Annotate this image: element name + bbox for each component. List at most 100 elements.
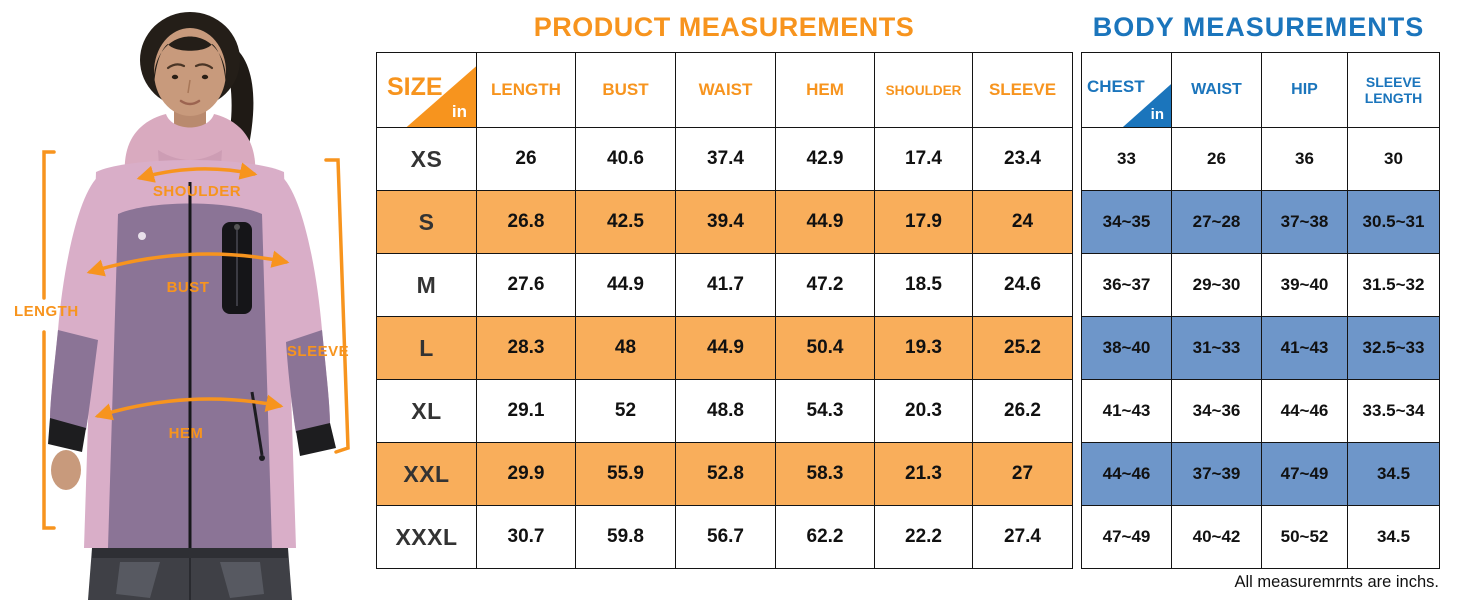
value-cell: 30.7 — [476, 505, 576, 569]
value-cell: 44.9 — [775, 190, 875, 254]
value-cell: 22.2 — [874, 505, 973, 569]
table-row: XL 29.1 52 48.8 54.3 20.3 26.2 — [376, 379, 1073, 443]
hem-arrow — [94, 394, 284, 421]
unit-label: in — [1150, 106, 1164, 123]
column-header: SLEEVE — [972, 52, 1073, 128]
jacket-illustration: SHOULDER BUST LENGTH SLEEVE HEM — [14, 12, 350, 600]
sleeve-line — [324, 158, 350, 454]
value-cell: 50~52 — [1261, 505, 1348, 569]
value-cell: 38~40 — [1081, 316, 1172, 380]
value-cell: 29.1 — [476, 379, 576, 443]
header-row: CHEST in WAIST HIP SLEEVE LENGTH — [1081, 52, 1440, 128]
table-row: 33 26 36 30 — [1081, 127, 1440, 191]
value-cell: 44.9 — [675, 316, 776, 380]
value-cell: 26.8 — [476, 190, 576, 254]
size-cell: L — [376, 316, 477, 380]
column-header: SHOULDER — [874, 52, 973, 128]
table-row: 36~37 29~30 39~40 31.5~32 — [1081, 253, 1440, 317]
footer-note: All measuremrnts are inchs. — [1234, 573, 1440, 591]
size-header: SIZE — [387, 73, 443, 101]
product-measurements-table: SIZE in LENGTH BUST WAIST HEM SHOULDER SLEEVE… — [376, 52, 1073, 569]
value-cell: 27.4 — [972, 505, 1073, 569]
table-row: XS 26 40.6 37.4 42.9 17.4 23.4 — [376, 127, 1073, 191]
value-cell: 20.3 — [874, 379, 973, 443]
column-header: WAIST — [1171, 52, 1262, 128]
value-cell: 30 — [1347, 127, 1440, 191]
table-row: 34~35 27~28 37~38 30.5~31 — [1081, 190, 1440, 254]
table-row: M 27.6 44.9 41.7 47.2 18.5 24.6 — [376, 253, 1073, 317]
value-cell: 24.6 — [972, 253, 1073, 317]
chest-header: CHEST — [1087, 77, 1145, 96]
value-cell: 24 — [972, 190, 1073, 254]
value-cell: 44~46 — [1261, 379, 1348, 443]
size-cell: M — [376, 253, 477, 317]
value-cell: 27 — [972, 442, 1073, 506]
value-cell: 18.5 — [874, 253, 973, 317]
header-row: SIZE in LENGTH BUST WAIST HEM SHOULDER SLEEVE — [376, 52, 1073, 128]
value-cell: 44~46 — [1081, 442, 1172, 506]
value-cell: 36 — [1261, 127, 1348, 191]
value-cell: 48 — [575, 316, 676, 380]
value-cell: 33 — [1081, 127, 1172, 191]
bust-arrow — [86, 250, 290, 277]
shoulder-arrow — [136, 162, 258, 183]
shoulder-label: SHOULDER — [153, 183, 241, 200]
value-cell: 50.4 — [775, 316, 875, 380]
value-cell: 29.9 — [476, 442, 576, 506]
column-header: LENGTH — [476, 52, 576, 128]
value-cell: 40.6 — [575, 127, 676, 191]
table-row: 44~46 37~39 47~49 34.5 — [1081, 442, 1440, 506]
value-cell: 33.5~34 — [1347, 379, 1440, 443]
value-cell: 42.5 — [575, 190, 676, 254]
value-cell: 42.9 — [775, 127, 875, 191]
value-cell: 34~35 — [1081, 190, 1172, 254]
value-cell: 34.5 — [1347, 505, 1440, 569]
body-measurements-title: BODY MEASUREMENTS — [1092, 12, 1425, 42]
value-cell: 27~28 — [1171, 190, 1262, 254]
size-cell: XXXL — [376, 505, 477, 569]
column-header: HEM — [775, 52, 875, 128]
value-cell: 41~43 — [1081, 379, 1172, 443]
value-cell: 47~49 — [1261, 442, 1348, 506]
table-row: XXL 29.9 55.9 52.8 58.3 21.3 27 — [376, 442, 1073, 506]
value-cell: 40~42 — [1171, 505, 1262, 569]
unit-label: in — [451, 102, 467, 121]
value-cell: 31.5~32 — [1347, 253, 1440, 317]
length-label: LENGTH — [14, 303, 79, 320]
value-cell: 58.3 — [775, 442, 875, 506]
value-cell: 44.9 — [575, 253, 676, 317]
value-cell: 31~33 — [1171, 316, 1262, 380]
value-cell: 19.3 — [874, 316, 973, 380]
size-unit-corner-cell: SIZE in — [376, 52, 477, 128]
value-cell: 41.7 — [675, 253, 776, 317]
table-row: XXXL 30.7 59.8 56.7 62.2 22.2 27.4 — [376, 505, 1073, 569]
size-cell: S — [376, 190, 477, 254]
size-cell: XS — [376, 127, 477, 191]
table-row: 38~40 31~33 41~43 32.5~33 — [1081, 316, 1440, 380]
table-row: S 26.8 42.5 39.4 44.9 17.9 24 — [376, 190, 1073, 254]
value-cell: 34~36 — [1171, 379, 1262, 443]
value-cell: 41~43 — [1261, 316, 1348, 380]
chest-unit-corner-cell: CHEST in — [1081, 52, 1172, 128]
length-line — [42, 150, 56, 300]
size-cell: XXL — [376, 442, 477, 506]
table-row: L 28.3 48 44.9 50.4 19.3 25.2 — [376, 316, 1073, 380]
value-cell: 25.2 — [972, 316, 1073, 380]
value-cell: 39.4 — [675, 190, 776, 254]
value-cell: 55.9 — [575, 442, 676, 506]
value-cell: 21.3 — [874, 442, 973, 506]
value-cell: 17.4 — [874, 127, 973, 191]
value-cell: 34.5 — [1347, 442, 1440, 506]
value-cell: 59.8 — [575, 505, 676, 569]
measurement-annotations — [42, 150, 350, 530]
model-figure — [48, 12, 336, 600]
sleeve-label: SLEEVE — [287, 343, 349, 360]
value-cell: 47~49 — [1081, 505, 1172, 569]
value-cell: 47.2 — [775, 253, 875, 317]
value-cell: 28.3 — [476, 316, 576, 380]
value-cell: 26 — [1171, 127, 1262, 191]
value-cell: 29~30 — [1171, 253, 1262, 317]
column-header: WAIST — [675, 52, 776, 128]
size-cell: XL — [376, 379, 477, 443]
